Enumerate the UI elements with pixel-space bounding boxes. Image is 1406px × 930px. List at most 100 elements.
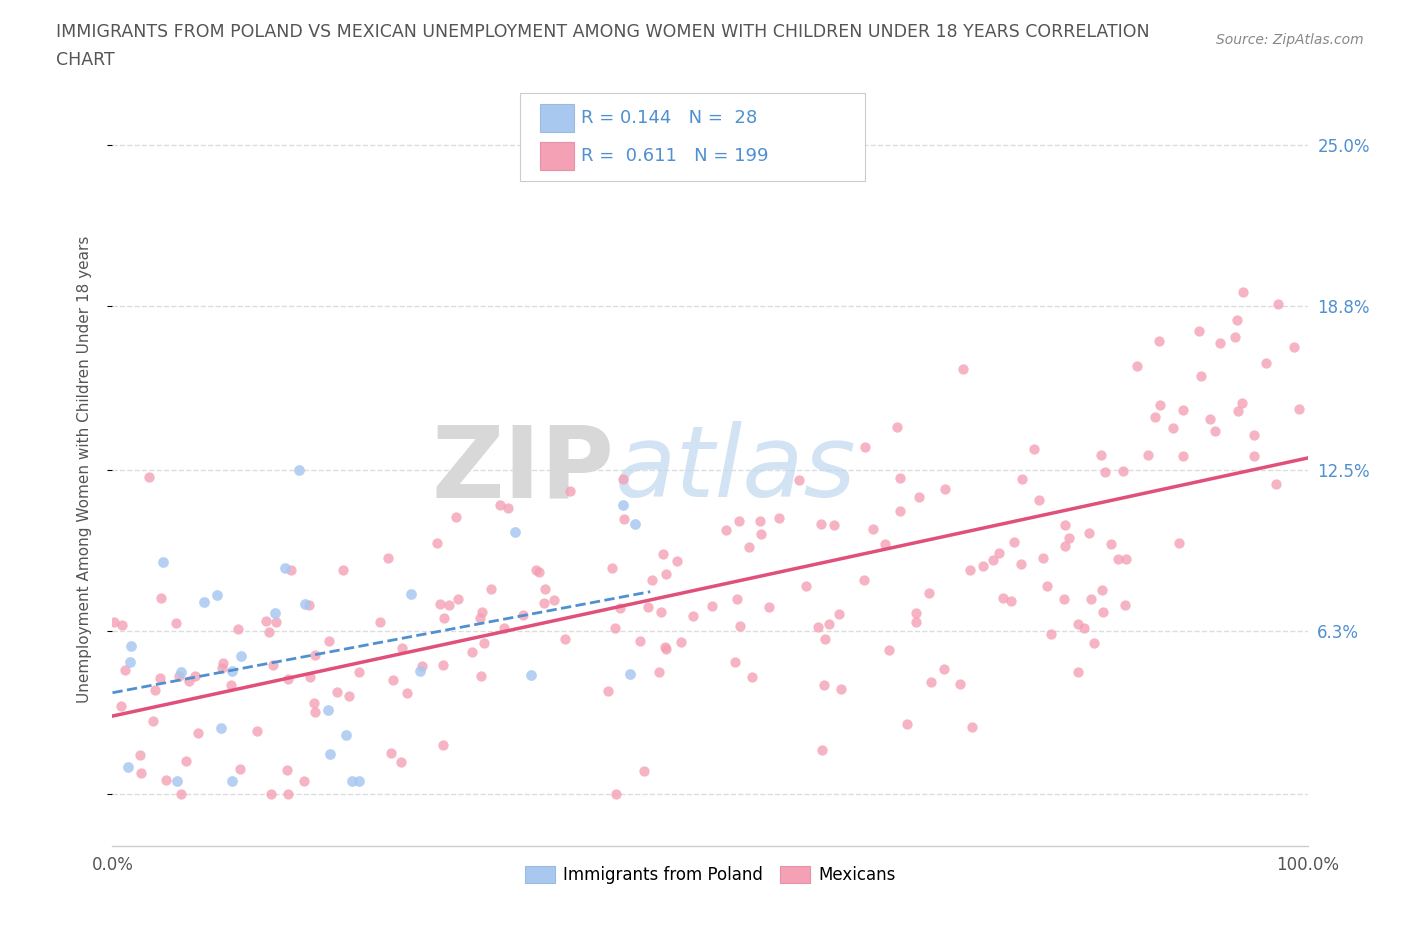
Point bbox=[1002, 535, 1025, 550]
Text: R = 0.144   N =  28: R = 0.144 N = 28 bbox=[581, 109, 756, 127]
Point bbox=[1067, 665, 1090, 680]
Point bbox=[1227, 404, 1250, 418]
Point bbox=[1080, 591, 1102, 606]
Point bbox=[395, 685, 418, 700]
Point bbox=[193, 595, 215, 610]
Point bbox=[155, 773, 177, 788]
Point bbox=[853, 572, 876, 587]
Point bbox=[1107, 551, 1129, 566]
Point bbox=[749, 527, 772, 542]
Point bbox=[274, 560, 297, 575]
Text: CHART: CHART bbox=[56, 51, 115, 69]
Point bbox=[447, 591, 470, 606]
Point bbox=[889, 471, 911, 485]
Point bbox=[738, 539, 761, 554]
Point bbox=[302, 695, 325, 710]
Point bbox=[335, 727, 357, 742]
Point bbox=[401, 587, 423, 602]
Point bbox=[896, 716, 918, 731]
Point bbox=[1288, 401, 1310, 416]
Point bbox=[714, 523, 737, 538]
Point bbox=[818, 617, 841, 631]
Point bbox=[471, 605, 494, 620]
Point bbox=[391, 640, 413, 655]
Point bbox=[292, 773, 315, 788]
Point bbox=[972, 558, 994, 573]
Text: Source: ZipAtlas.com: Source: ZipAtlas.com bbox=[1216, 33, 1364, 46]
Point bbox=[318, 634, 340, 649]
Point bbox=[654, 640, 676, 655]
Point bbox=[1090, 447, 1112, 462]
Point bbox=[103, 615, 125, 630]
Point bbox=[949, 676, 972, 691]
Point bbox=[1091, 582, 1114, 597]
Point bbox=[150, 591, 173, 605]
Point bbox=[117, 759, 139, 774]
Point bbox=[917, 585, 939, 600]
Point bbox=[959, 563, 981, 578]
Point bbox=[665, 554, 688, 569]
Point bbox=[277, 787, 299, 802]
Point bbox=[221, 774, 243, 789]
Text: atlas: atlas bbox=[614, 421, 856, 518]
Point bbox=[1254, 355, 1277, 370]
Point bbox=[1011, 472, 1033, 486]
Point bbox=[184, 669, 207, 684]
Point bbox=[728, 618, 751, 633]
Point bbox=[1073, 620, 1095, 635]
Point bbox=[377, 551, 399, 565]
Point bbox=[1112, 463, 1135, 478]
Point bbox=[143, 683, 166, 698]
Point bbox=[280, 563, 302, 578]
Point bbox=[326, 684, 349, 699]
Point bbox=[470, 669, 492, 684]
Point bbox=[187, 725, 209, 740]
Point bbox=[741, 670, 763, 684]
Point bbox=[823, 517, 845, 532]
Point bbox=[221, 663, 243, 678]
Point bbox=[432, 737, 454, 752]
Point bbox=[520, 668, 543, 683]
Text: ZIP: ZIP bbox=[432, 421, 614, 518]
Point bbox=[1204, 424, 1226, 439]
Point bbox=[648, 664, 671, 679]
Point bbox=[1125, 359, 1147, 374]
Point bbox=[830, 681, 852, 696]
Point bbox=[1267, 297, 1289, 312]
Point bbox=[768, 511, 790, 525]
Legend: Immigrants from Poland, Mexicans: Immigrants from Poland, Mexicans bbox=[517, 859, 903, 891]
Point bbox=[655, 567, 678, 582]
Point bbox=[613, 512, 636, 526]
Point bbox=[529, 565, 551, 579]
Text: IMMIGRANTS FROM POLAND VS MEXICAN UNEMPLOYMENT AMONG WOMEN WITH CHILDREN UNDER 1: IMMIGRANTS FROM POLAND VS MEXICAN UNEMPL… bbox=[56, 23, 1150, 41]
Point bbox=[814, 631, 837, 646]
Point bbox=[609, 601, 631, 616]
Point bbox=[1223, 330, 1246, 345]
Point bbox=[505, 525, 527, 539]
Point bbox=[138, 470, 160, 485]
Point bbox=[598, 684, 620, 698]
Point bbox=[512, 607, 534, 622]
Point bbox=[409, 663, 432, 678]
Point bbox=[142, 713, 165, 728]
Point bbox=[170, 787, 193, 802]
Point bbox=[211, 656, 233, 671]
Point bbox=[426, 536, 449, 551]
Point bbox=[1083, 635, 1105, 650]
Point bbox=[120, 639, 142, 654]
Point bbox=[226, 621, 249, 636]
Point bbox=[1099, 537, 1122, 551]
Point bbox=[873, 536, 896, 551]
Point bbox=[432, 658, 454, 672]
Point bbox=[619, 666, 641, 681]
Point bbox=[533, 581, 555, 596]
Point bbox=[149, 671, 172, 685]
Point bbox=[1243, 449, 1265, 464]
Point bbox=[960, 720, 983, 735]
Point bbox=[1282, 339, 1305, 354]
Point bbox=[174, 753, 197, 768]
Point bbox=[600, 561, 623, 576]
Point bbox=[382, 672, 405, 687]
Point bbox=[811, 742, 834, 757]
Point bbox=[1226, 312, 1249, 327]
